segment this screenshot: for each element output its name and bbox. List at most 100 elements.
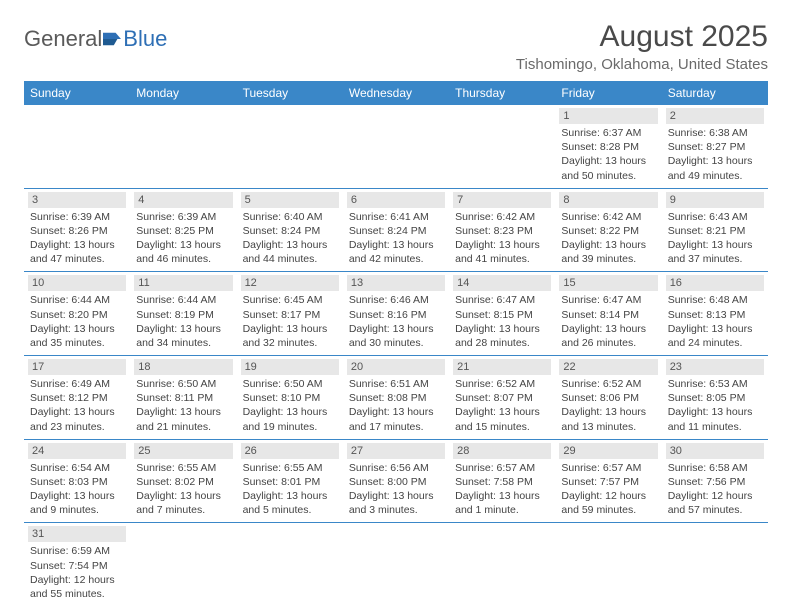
calendar-day-cell [237, 523, 343, 606]
sunset-text: Sunset: 8:24 PM [349, 224, 443, 238]
calendar-day-cell [449, 105, 555, 188]
daylight-text: Daylight: 13 hours and 21 minutes. [136, 405, 230, 433]
day-number: 17 [28, 359, 126, 375]
day-number [134, 526, 232, 542]
sunrise-text: Sunrise: 6:42 AM [561, 210, 655, 224]
calendar-day-cell [343, 105, 449, 188]
sunrise-text: Sunrise: 6:42 AM [455, 210, 549, 224]
sunset-text: Sunset: 8:21 PM [668, 224, 762, 238]
day-detail: Sunrise: 6:57 AMSunset: 7:58 PMDaylight:… [453, 461, 551, 518]
daylight-text: Daylight: 13 hours and 13 minutes. [561, 405, 655, 433]
calendar-week-row: 3Sunrise: 6:39 AMSunset: 8:26 PMDaylight… [24, 189, 768, 273]
sunrise-text: Sunrise: 6:53 AM [668, 377, 762, 391]
daylight-text: Daylight: 12 hours and 55 minutes. [30, 573, 124, 601]
daylight-text: Daylight: 13 hours and 49 minutes. [668, 154, 762, 182]
day-detail: Sunrise: 6:58 AMSunset: 7:56 PMDaylight:… [666, 461, 764, 518]
day-detail: Sunrise: 6:55 AMSunset: 8:01 PMDaylight:… [241, 461, 339, 518]
day-number: 18 [134, 359, 232, 375]
day-number [453, 108, 551, 124]
calendar-day-cell: 28Sunrise: 6:57 AMSunset: 7:58 PMDayligh… [449, 440, 555, 523]
day-detail: Sunrise: 6:46 AMSunset: 8:16 PMDaylight:… [347, 293, 445, 350]
weekday-header: Monday [130, 81, 236, 105]
calendar-day-cell: 30 Sunrise: 6:58 AMSunset: 7:56 PMDayligh… [662, 440, 768, 523]
sunrise-text: Sunrise: 6:50 AM [243, 377, 337, 391]
title-block: August 2025 Tishomingo, Oklahoma, United… [516, 20, 768, 73]
day-detail: Sunrise: 6:41 AMSunset: 8:24 PMDaylight:… [347, 210, 445, 267]
day-number [28, 108, 126, 124]
calendar-day-cell: 25Sunrise: 6:55 AMSunset: 8:02 PMDayligh… [130, 440, 236, 523]
sunset-text: Sunset: 8:12 PM [30, 391, 124, 405]
calendar-day-cell [449, 523, 555, 606]
calendar-day-cell [662, 523, 768, 606]
sunset-text: Sunset: 8:13 PM [668, 308, 762, 322]
sunrise-text: Sunrise: 6:43 AM [668, 210, 762, 224]
calendar-day-cell: 9 Sunrise: 6:43 AMSunset: 8:21 PMDaylight… [662, 189, 768, 272]
weekday-header: Thursday [449, 81, 555, 105]
sunrise-text: Sunrise: 6:47 AM [455, 293, 549, 307]
day-detail: Sunrise: 6:47 AMSunset: 8:14 PMDaylight:… [559, 293, 657, 350]
sunset-text: Sunset: 8:19 PM [136, 308, 230, 322]
daylight-text: Daylight: 13 hours and 11 minutes. [668, 405, 762, 433]
day-number [347, 526, 445, 542]
day-detail: Sunrise: 6:54 AMSunset: 8:03 PMDaylight:… [28, 461, 126, 518]
daylight-text: Daylight: 13 hours and 44 minutes. [243, 238, 337, 266]
day-number: 22 [559, 359, 657, 375]
calendar-day-cell: 5Sunrise: 6:40 AMSunset: 8:24 PMDaylight… [237, 189, 343, 272]
calendar-day-cell: 6Sunrise: 6:41 AMSunset: 8:24 PMDaylight… [343, 189, 449, 272]
day-number: 30 [666, 443, 764, 459]
day-number: 2 [666, 108, 764, 124]
daylight-text: Daylight: 13 hours and 32 minutes. [243, 322, 337, 350]
day-detail: Sunrise: 6:37 AMSunset: 8:28 PMDaylight:… [559, 126, 657, 183]
sunset-text: Sunset: 7:58 PM [455, 475, 549, 489]
daylight-text: Daylight: 12 hours and 57 minutes. [668, 489, 762, 517]
month-title: August 2025 [516, 20, 768, 54]
logo: General Blue [24, 26, 167, 52]
daylight-text: Daylight: 13 hours and 28 minutes. [455, 322, 549, 350]
sunset-text: Sunset: 7:56 PM [668, 475, 762, 489]
calendar-week-row: 31Sunrise: 6:59 AMSunset: 7:54 PMDayligh… [24, 523, 768, 606]
sunrise-text: Sunrise: 6:41 AM [349, 210, 443, 224]
weekday-header: Wednesday [343, 81, 449, 105]
sunrise-text: Sunrise: 6:44 AM [136, 293, 230, 307]
day-detail: Sunrise: 6:51 AMSunset: 8:08 PMDaylight:… [347, 377, 445, 434]
day-detail: Sunrise: 6:52 AMSunset: 8:06 PMDaylight:… [559, 377, 657, 434]
sunrise-text: Sunrise: 6:56 AM [349, 461, 443, 475]
daylight-text: Daylight: 13 hours and 26 minutes. [561, 322, 655, 350]
sunset-text: Sunset: 8:10 PM [243, 391, 337, 405]
calendar-week-row: 1Sunrise: 6:37 AMSunset: 8:28 PMDaylight… [24, 105, 768, 189]
calendar-day-cell: 3Sunrise: 6:39 AMSunset: 8:26 PMDaylight… [24, 189, 130, 272]
sunrise-text: Sunrise: 6:45 AM [243, 293, 337, 307]
calendar-day-cell: 1Sunrise: 6:37 AMSunset: 8:28 PMDaylight… [555, 105, 661, 188]
calendar-day-cell: 27Sunrise: 6:56 AMSunset: 8:00 PMDayligh… [343, 440, 449, 523]
sunset-text: Sunset: 8:06 PM [561, 391, 655, 405]
weekday-header: Sunday [24, 81, 130, 105]
calendar-day-cell: 19Sunrise: 6:50 AMSunset: 8:10 PMDayligh… [237, 356, 343, 439]
day-number: 27 [347, 443, 445, 459]
daylight-text: Daylight: 13 hours and 47 minutes. [30, 238, 124, 266]
sunrise-text: Sunrise: 6:47 AM [561, 293, 655, 307]
calendar-day-cell [130, 523, 236, 606]
calendar-day-cell: 11Sunrise: 6:44 AMSunset: 8:19 PMDayligh… [130, 272, 236, 355]
daylight-text: Daylight: 13 hours and 9 minutes. [30, 489, 124, 517]
daylight-text: Daylight: 13 hours and 41 minutes. [455, 238, 549, 266]
day-number: 9 [666, 192, 764, 208]
sunset-text: Sunset: 8:27 PM [668, 140, 762, 154]
sunrise-text: Sunrise: 6:51 AM [349, 377, 443, 391]
calendar-week-row: 10Sunrise: 6:44 AMSunset: 8:20 PMDayligh… [24, 272, 768, 356]
day-detail: Sunrise: 6:43 AMSunset: 8:21 PMDaylight:… [666, 210, 764, 267]
calendar-day-cell: 20Sunrise: 6:51 AMSunset: 8:08 PMDayligh… [343, 356, 449, 439]
sunrise-text: Sunrise: 6:38 AM [668, 126, 762, 140]
day-number [666, 526, 764, 542]
calendar-day-cell: 2 Sunrise: 6:38 AMSunset: 8:27 PMDaylight… [662, 105, 768, 188]
sunrise-text: Sunrise: 6:55 AM [136, 461, 230, 475]
sunset-text: Sunset: 8:14 PM [561, 308, 655, 322]
day-detail: Sunrise: 6:50 AMSunset: 8:10 PMDaylight:… [241, 377, 339, 434]
sunrise-text: Sunrise: 6:54 AM [30, 461, 124, 475]
calendar-day-cell: 24Sunrise: 6:54 AMSunset: 8:03 PMDayligh… [24, 440, 130, 523]
day-detail: Sunrise: 6:50 AMSunset: 8:11 PMDaylight:… [134, 377, 232, 434]
calendar-day-cell: 4Sunrise: 6:39 AMSunset: 8:25 PMDaylight… [130, 189, 236, 272]
day-detail: Sunrise: 6:44 AMSunset: 8:19 PMDaylight:… [134, 293, 232, 350]
logo-text-general: General [24, 26, 102, 52]
day-detail: Sunrise: 6:53 AMSunset: 8:05 PMDaylight:… [666, 377, 764, 434]
sunset-text: Sunset: 8:20 PM [30, 308, 124, 322]
